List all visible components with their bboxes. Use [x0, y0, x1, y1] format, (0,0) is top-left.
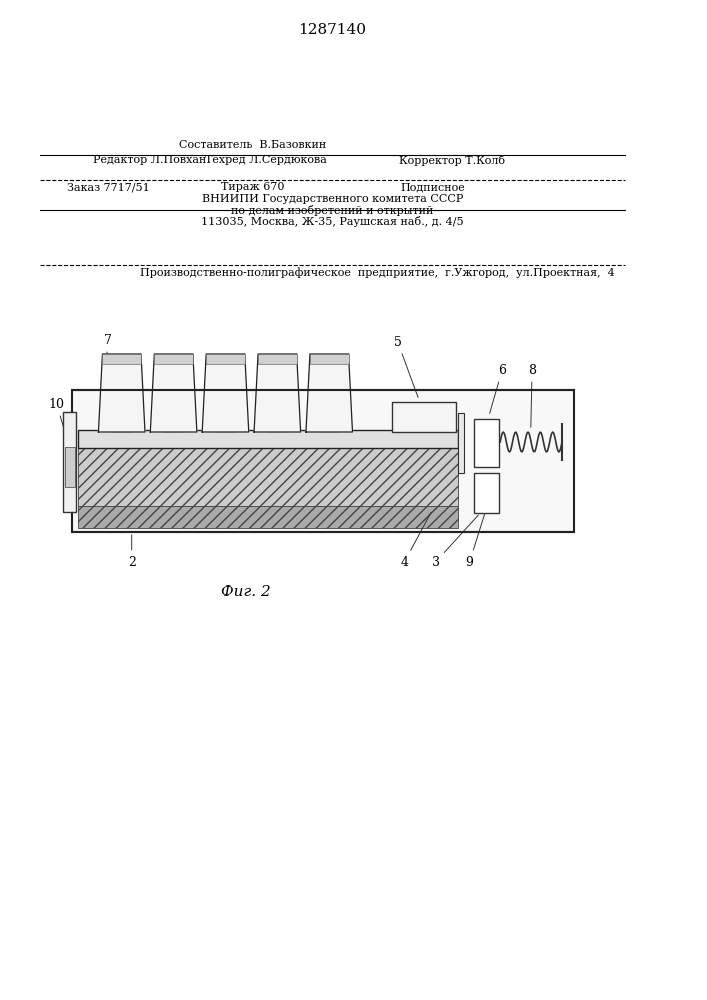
Text: Заказ 7717/51: Заказ 7717/51	[66, 182, 149, 192]
Text: 10: 10	[49, 397, 69, 445]
Text: по делам изобретений и открытий: по делам изобретений и открытий	[231, 205, 433, 216]
Bar	[78, 430, 457, 448]
Text: 9: 9	[466, 493, 491, 568]
Bar	[103, 354, 141, 364]
Text: 3: 3	[432, 515, 479, 568]
Bar	[78, 448, 457, 506]
Bar	[474, 473, 499, 513]
Polygon shape	[320, 430, 339, 432]
Text: Подписное: Подписное	[400, 182, 464, 192]
Polygon shape	[151, 354, 197, 432]
Text: 2: 2	[128, 535, 136, 568]
Text: Производственно-полиграфическое  предприятие,  г.Ужгород,  ул.Проектная,  4: Производственно-полиграфическое предприя…	[140, 267, 614, 278]
Text: Техред Л.Сердюкова: Техред Л.Сердюкова	[205, 155, 327, 165]
Bar	[474, 419, 499, 467]
Text: Редактор Л.Повхан: Редактор Л.Повхан	[93, 155, 206, 165]
Polygon shape	[202, 354, 249, 432]
Polygon shape	[216, 430, 235, 432]
Polygon shape	[98, 354, 145, 432]
Text: ВНИИПИ Государственного комитета СССР: ВНИИПИ Государственного комитета СССР	[202, 194, 463, 204]
Polygon shape	[306, 354, 353, 432]
Polygon shape	[254, 354, 300, 432]
Polygon shape	[268, 430, 286, 432]
Bar	[258, 354, 297, 364]
Bar	[392, 402, 455, 432]
Text: Фиг. 2: Фиг. 2	[221, 585, 271, 599]
Text: Корректор Т.Колб: Корректор Т.Колб	[399, 155, 506, 166]
Text: 5: 5	[394, 336, 418, 397]
Text: 8: 8	[528, 363, 536, 427]
Bar	[72, 390, 574, 532]
Bar	[63, 412, 76, 512]
Text: 4: 4	[400, 512, 431, 568]
Bar	[310, 354, 349, 364]
Bar	[154, 354, 193, 364]
Text: 1287140: 1287140	[298, 23, 366, 37]
Text: 7: 7	[103, 334, 112, 385]
Polygon shape	[164, 430, 183, 432]
Polygon shape	[112, 430, 131, 432]
Text: 6: 6	[490, 363, 506, 413]
Text: Тираж 670: Тираж 670	[221, 182, 284, 192]
Text: Составитель  В.Базовкин: Составитель В.Базовкин	[179, 140, 327, 150]
Text: 113035, Москва, Ж-35, Раушская наб., д. 4/5: 113035, Москва, Ж-35, Раушская наб., д. …	[201, 216, 464, 227]
Bar	[64, 447, 75, 487]
Bar	[206, 354, 245, 364]
Bar	[457, 413, 464, 473]
Bar	[78, 506, 457, 528]
